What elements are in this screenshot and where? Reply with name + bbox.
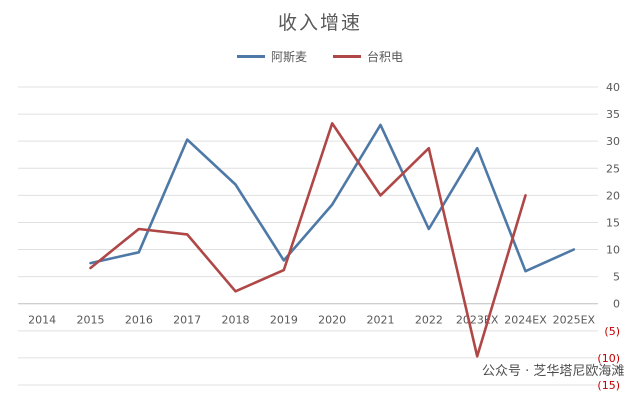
x-tick-label: 2024EX xyxy=(504,314,547,327)
legend-swatch-series-1 xyxy=(236,55,265,58)
y-tick-label: 10 xyxy=(606,244,620,257)
y-tick-label: 35 xyxy=(606,108,620,121)
x-tick-label: 2020 xyxy=(318,314,346,327)
y-tick-label: 20 xyxy=(606,189,620,202)
y-tick-label: 30 xyxy=(606,135,620,148)
x-tick-label: 2023EX xyxy=(456,314,499,327)
legend-swatch-series-2 xyxy=(333,55,361,58)
y-tick-label: (15) xyxy=(597,379,620,392)
y-tick-label: 0 xyxy=(613,298,620,311)
x-tick-label: 2025EX xyxy=(553,314,596,327)
y-tick-label: (5) xyxy=(604,325,620,338)
x-tick-label: 2019 xyxy=(270,314,298,327)
x-tick-label: 2018 xyxy=(222,314,250,327)
watermark: 公众号 · 芝华塔尼欧海滩 xyxy=(482,364,625,379)
x-tick-label: 2015 xyxy=(77,314,105,327)
legend-item-series-1: 阿斯麦 xyxy=(236,48,307,65)
legend-label-series-2: 台积电 xyxy=(367,50,404,64)
y-tick-label: 15 xyxy=(606,216,620,229)
y-tick-label: 25 xyxy=(606,162,620,175)
legend-label-series-1: 阿斯麦 xyxy=(270,50,307,64)
series-line-2 xyxy=(89,122,527,358)
y-tick-label: 5 xyxy=(613,271,620,284)
x-tick-label: 2016 xyxy=(125,314,153,327)
chart-title: 收入增速 xyxy=(277,12,362,34)
x-tick-label: 2017 xyxy=(173,314,201,327)
x-tick-label: 2022 xyxy=(415,314,443,327)
x-tick-label: 2014 xyxy=(28,314,56,327)
series-line-1 xyxy=(89,123,576,273)
x-tick-label: 2021 xyxy=(367,314,395,327)
chart-legend: 阿斯麦 台积电 xyxy=(0,48,640,65)
legend-item-series-2: 台积电 xyxy=(333,48,403,65)
y-tick-label: (10) xyxy=(597,352,620,365)
y-tick-label: 40 xyxy=(606,81,620,94)
